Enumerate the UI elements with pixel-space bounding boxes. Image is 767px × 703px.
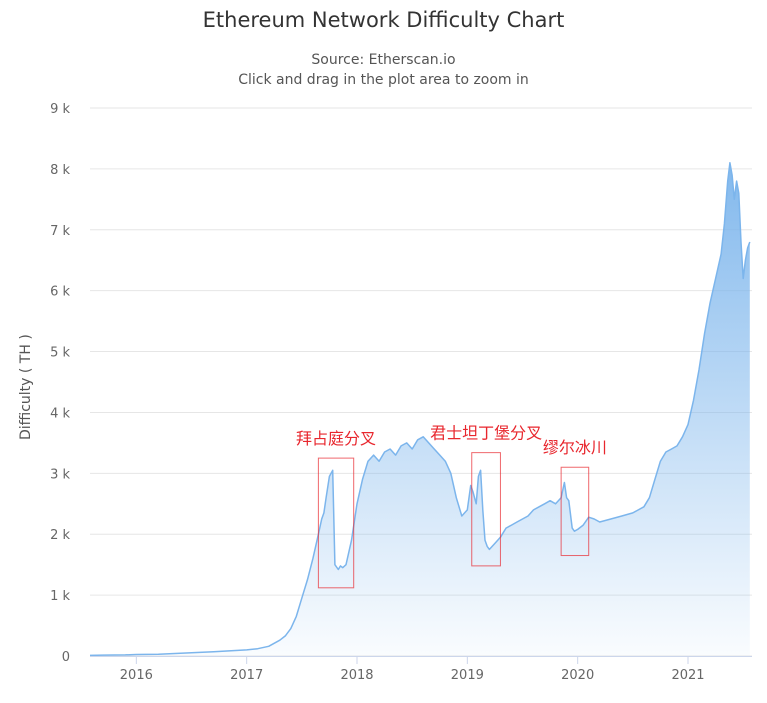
annotation-box (471, 452, 501, 567)
y-tick-label: 4 k (50, 406, 70, 421)
chart-subtitle-zoom-hint: Click and drag in the plot area to zoom … (238, 72, 529, 88)
difficulty-series-line[interactable] (89, 162, 751, 657)
annotation-label: 君士坦丁堡分叉 (430, 424, 542, 443)
y-tick-label: 0 (62, 650, 70, 665)
x-tick-label: 2017 (230, 668, 263, 683)
annotation-label: 拜占庭分叉 (296, 429, 376, 448)
y-tick-label: 8 k (50, 163, 70, 178)
x-tick-label: 2019 (451, 668, 484, 683)
y-tick-label: 9 k (50, 102, 70, 117)
x-tick-label: 2016 (120, 668, 153, 683)
y-tick-label: 5 k (50, 346, 70, 361)
x-tick-label: 2018 (340, 668, 373, 683)
y-tick-label: 7 k (50, 224, 70, 239)
axes: 0 1 k 2 k 3 k 4 k 5 k 6 k 7 k 8 k 9 k 2016 2017 2018… (50, 102, 752, 683)
annotation-label: 缪尔冰川 (543, 438, 607, 457)
x-tick-label: 2020 (561, 668, 594, 683)
chart-title: Ethereum Network Difficulty Chart (202, 8, 565, 32)
annotation-box (317, 457, 355, 589)
y-tick-label: 6 k (50, 285, 70, 300)
annotation-box (560, 466, 590, 557)
difficulty-area-fill (90, 162, 750, 657)
chart-subtitle-source: Source: Etherscan.io (311, 52, 456, 68)
y-tick-label: 1 k (50, 589, 70, 604)
series-layer (89, 162, 751, 657)
x-tick-label: 2021 (671, 668, 704, 683)
y-tick-label: 2 k (50, 528, 70, 543)
y-tick-label: 3 k (50, 467, 70, 482)
